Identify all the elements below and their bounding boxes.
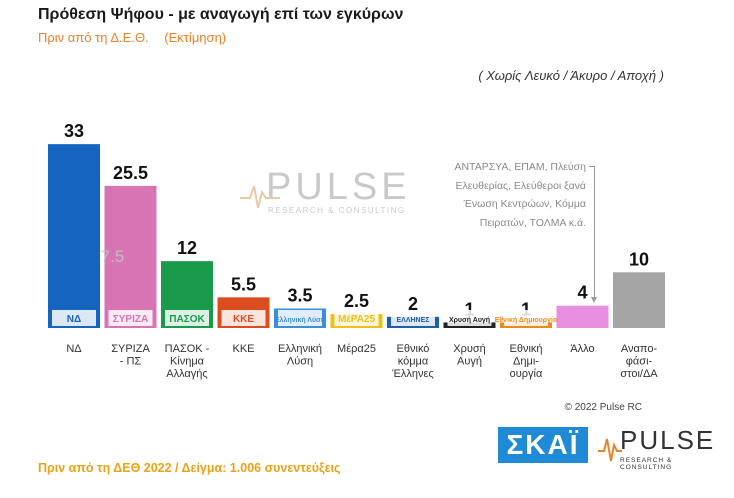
bar-value-label: 12	[177, 238, 197, 258]
x-tick-label: Αλλαγής	[166, 368, 207, 380]
bar-value-label: 10	[629, 249, 649, 269]
watermark-sub: RESEARCH & CONSULTING	[268, 206, 406, 215]
bar-value-label: 4	[577, 283, 587, 303]
watermark-word: PULSE	[266, 166, 411, 208]
party-logo: Εθνική Δημιουργία	[495, 317, 558, 324]
party-logo-badge	[391, 310, 435, 326]
sample-footer: Πριν από τη ΔΕΘ 2022 / Δείγμα: 1.006 συν…	[38, 461, 341, 475]
party-logo-badge	[52, 310, 96, 326]
party-logo-badge	[165, 310, 209, 326]
x-tick-label: Χρυσή	[453, 343, 486, 355]
x-tick-label: ΠΑΣΟΚ -	[165, 343, 210, 355]
party-logo-badge	[108, 310, 153, 326]
x-tick-label: Δημι-	[513, 356, 539, 368]
pulse-logo-word: PULSE	[620, 425, 716, 455]
party-logo: ΣΥΡΙΖΑ	[113, 314, 148, 325]
x-tick-label: Ελληνική	[278, 343, 322, 355]
party-logo: ΝΔ	[67, 314, 81, 325]
bar	[48, 144, 100, 328]
pulse-logo: PULSE RESEARCH & CONSULTING	[598, 425, 713, 471]
x-tick-label: ΣΥΡΙΖΑ	[111, 343, 150, 355]
exclusion-note: ( Χωρίς Λευκό / Άκυρο / Αποχή )	[478, 68, 664, 83]
bar-value-label: 2	[408, 294, 418, 314]
bar-value-label: 2.5	[344, 291, 369, 311]
x-tick-label: στοι/ΔΑ	[620, 368, 658, 380]
party-logo: ΠΑΣΟΚ	[169, 314, 205, 325]
x-tick-label: κόμμα	[398, 356, 429, 368]
chart-title: Πρόθεση Ψήφου - με αναγωγή επί των εγκύρ…	[38, 6, 404, 23]
party-logo-badge	[447, 310, 492, 326]
x-tick-label: Αναπο-	[621, 343, 658, 355]
x-tick-label: - ΠΣ	[120, 356, 142, 368]
bar-value-label: 5.5	[231, 274, 256, 294]
party-logo: ΜέΡΑ25	[338, 314, 376, 325]
party-logo: ΕΛΛΗΝΕΣ	[397, 317, 430, 324]
bar	[556, 305, 609, 328]
other-note-line: ΑΝΤΑΡΣΥΑ, ΕΠΑΜ, Πλεύση	[454, 161, 586, 173]
party-logo-badge	[504, 310, 548, 326]
x-tick-label: Μέρα25	[337, 343, 376, 355]
x-tick-label: Εθνική	[509, 343, 542, 355]
pulse-watermark: PULSE RESEARCH & CONSULTING	[240, 168, 411, 215]
bar	[104, 185, 157, 328]
bar	[613, 272, 665, 328]
other-note-line: Πειρατών, ΤΟΛΜΑ κ.ά.	[479, 216, 586, 229]
bar-value-label: 3.5	[287, 286, 312, 306]
bar-value-label: 1	[464, 299, 474, 319]
subtitle-text: Πριν από τη Δ.Ε.Θ.	[38, 30, 149, 45]
x-tick-label: Άλλο	[570, 343, 594, 355]
bar-value-label: 1	[521, 299, 531, 319]
other-note-line: Ένωση Κεντρώων, Κόμμα	[463, 198, 586, 210]
pulse-logo-sub: RESEARCH & CONSULTING	[620, 457, 673, 471]
x-tick-label: ουργία	[510, 368, 543, 380]
estimate-label: (Εκτίμηση)	[164, 30, 227, 45]
x-tick-label: ΝΔ	[66, 343, 82, 355]
other-note-line: Ελευθερίας, Ελεύθεροι ξανά	[455, 179, 586, 192]
bar-annotation: 7.5	[101, 247, 125, 266]
party-logo-badge	[221, 310, 266, 326]
pulse-logo-wave-icon	[598, 438, 622, 462]
x-tick-label: φάσι-	[626, 356, 653, 368]
x-tick-label: Αυγή	[457, 356, 482, 368]
x-tick-label: Λύση	[287, 356, 313, 368]
x-tick-label: Εθνικό	[397, 343, 430, 355]
chart-subtitle: Πριν από τη Δ.Ε.Θ. (Εκτίμηση)	[38, 30, 226, 45]
party-logo: Χρυσή Αυγή	[449, 317, 490, 324]
other-parties-note: ΑΝΤΑΡΣΥΑ, ΕΠΑΜ, Πλεύση Ελευθερίας, Ελεύθ…	[420, 158, 586, 232]
x-tick-label: ΚΚΕ	[232, 343, 254, 355]
party-logo-badge	[278, 310, 322, 326]
bar-value-label: 33	[64, 121, 84, 141]
x-tick-label: Έλληνες	[391, 368, 433, 380]
copyright: © 2022 Pulse RC	[564, 402, 642, 413]
pulse-wave-icon	[240, 185, 280, 209]
x-tick-label: Κίνημα	[170, 356, 205, 368]
bar-value-label: 25.5	[113, 163, 148, 183]
party-logo: Ελληνική Λύση	[275, 316, 325, 324]
other-pointer-tick	[589, 166, 594, 167]
party-logo: ΚΚΕ	[233, 314, 254, 325]
skai-logo: ΣΚΑΪ	[498, 427, 588, 463]
other-pointer-arrow	[591, 166, 597, 303]
party-logo-badge	[334, 310, 379, 326]
